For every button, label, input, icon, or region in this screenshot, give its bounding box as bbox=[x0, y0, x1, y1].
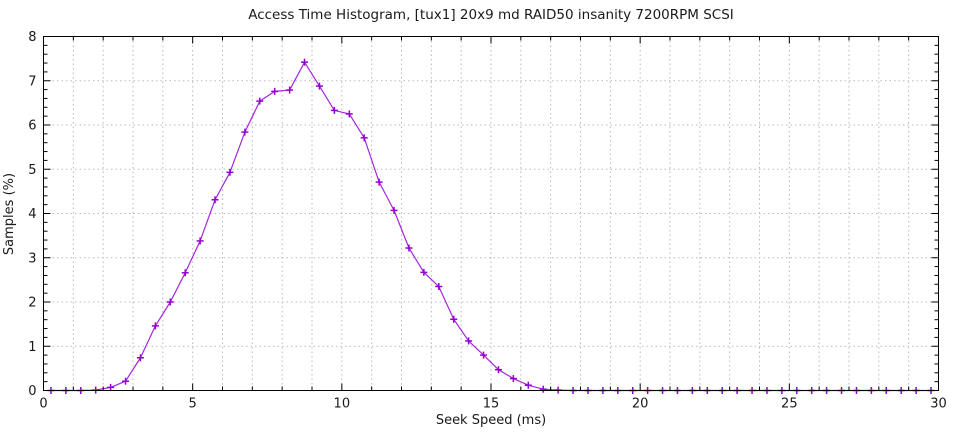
svg-text:6: 6 bbox=[28, 119, 36, 134]
tick-labels: 0 5 10 15 20 25 30 0 1 2 3 4 5 6 7 8 bbox=[28, 30, 947, 412]
svg-text:8: 8 bbox=[28, 30, 36, 45]
svg-text:10: 10 bbox=[334, 397, 351, 412]
grid-lines bbox=[43, 36, 939, 391]
svg-text:2: 2 bbox=[28, 296, 36, 311]
svg-text:0: 0 bbox=[39, 397, 47, 412]
svg-text:5: 5 bbox=[28, 163, 36, 178]
chart-title: Access Time Histogram, [tux1] 20x9 md RA… bbox=[248, 7, 734, 23]
svg-text:0: 0 bbox=[28, 384, 36, 399]
axes-and-ticks bbox=[43, 36, 939, 391]
svg-text:15: 15 bbox=[483, 397, 500, 412]
y-axis-label: Samples (%) bbox=[2, 173, 17, 255]
svg-text:7: 7 bbox=[28, 74, 36, 89]
svg-text:1: 1 bbox=[28, 340, 36, 355]
svg-text:20: 20 bbox=[632, 397, 649, 412]
svg-text:30: 30 bbox=[930, 397, 947, 412]
svg-text:3: 3 bbox=[28, 251, 36, 266]
svg-text:5: 5 bbox=[189, 397, 197, 412]
x-axis-label: Seek Speed (ms) bbox=[436, 413, 546, 428]
svg-text:25: 25 bbox=[781, 397, 798, 412]
svg-text:4: 4 bbox=[28, 207, 36, 222]
